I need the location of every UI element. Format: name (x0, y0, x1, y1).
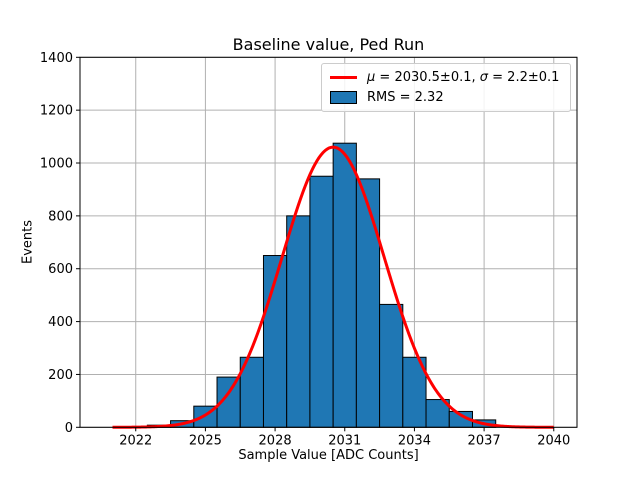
axes-spines (79, 56, 578, 428)
hist-swatch (330, 90, 357, 104)
y-tick-label: 1400 (40, 51, 73, 66)
histogram-bar (286, 215, 311, 428)
x-tick-label: 2022 (119, 433, 152, 448)
sigma-value: = 2.2±0.1 (488, 70, 560, 86)
x-axis-label: Sample Value [ADC Counts] (238, 448, 419, 463)
histogram-bar (355, 178, 381, 428)
x-tick-label: 2037 (468, 433, 501, 448)
sigma-symbol: σ (479, 70, 489, 86)
y-tick-label: 200 (48, 368, 73, 383)
legend: μ = 2030.5±0.1, σ = 2.2±0.1 RMS = 2.32 (321, 63, 571, 112)
x-tick-label: 2034 (398, 433, 431, 448)
fit-line-swatch (330, 76, 357, 80)
histogram-bar (379, 303, 404, 428)
gaussian-fit-curve (112, 145, 555, 429)
y-axis-label: Events (20, 219, 36, 265)
y-tick-label: 1000 (40, 157, 73, 172)
y-tick-label: 0 (65, 421, 73, 436)
x-tick-label: 2028 (259, 433, 292, 448)
x-tick-label: 2025 (189, 433, 222, 448)
x-tick-label: 2040 (537, 433, 570, 448)
hist-label: RMS = 2.32 (367, 89, 444, 105)
fit-label: μ = 2030.5±0.1, σ = 2.2±0.1 (367, 70, 559, 85)
histogram-bar (332, 142, 357, 428)
mu-symbol: μ (367, 70, 376, 86)
x-tick-label: 2031 (328, 433, 361, 448)
y-tick-label: 400 (48, 315, 73, 330)
histogram-bar (309, 175, 334, 428)
y-tick-label: 600 (48, 262, 73, 277)
mu-value: = 2030.5±0.1, (375, 70, 480, 86)
y-tick-label: 800 (48, 209, 73, 224)
chart-title: Baseline value, Ped Run (232, 35, 425, 54)
y-tick-label: 1200 (40, 104, 73, 119)
legend-item-hist: RMS = 2.32 (330, 88, 562, 108)
legend-item-fit: μ = 2030.5±0.1, σ = 2.2±0.1 (330, 68, 562, 88)
